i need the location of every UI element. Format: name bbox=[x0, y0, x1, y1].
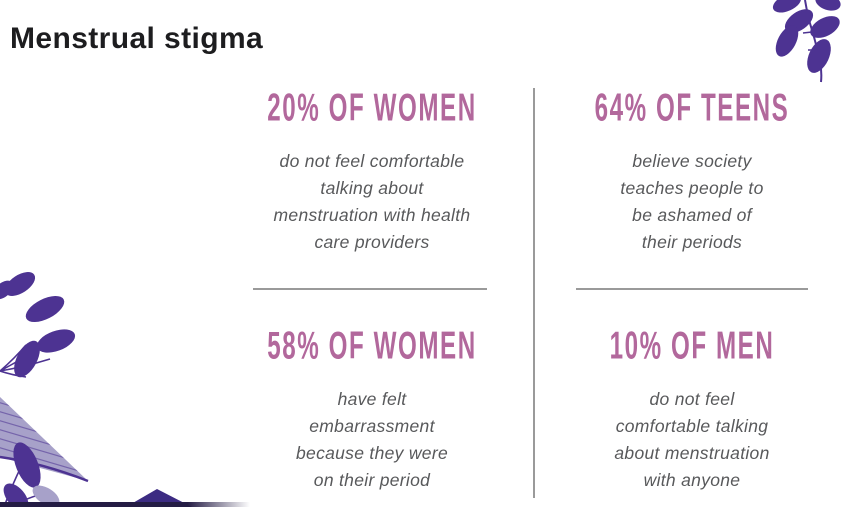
leaf-branch-top-right-icon bbox=[772, 0, 841, 83]
stat-card-teens-ashamed: 64% OF TEENS believe society teaches peo… bbox=[542, 86, 842, 256]
stat-description: do not feel comfortable talking about me… bbox=[273, 151, 471, 252]
stat-headline: 20% OF WOMEN bbox=[267, 86, 477, 130]
bottom-edge-strip bbox=[0, 502, 250, 507]
stat-card-women-embarrassment: 58% OF WOMEN have felt embarrassment bec… bbox=[222, 324, 522, 494]
leaf-cluster-bottom-left-icon bbox=[0, 272, 192, 507]
stat-headline: 64% OF TEENS bbox=[594, 86, 790, 130]
stat-headline: 10% OF MEN bbox=[609, 324, 775, 368]
stat-description: do not feel comfortable talking about me… bbox=[614, 389, 770, 490]
page-title: Menstrual stigma bbox=[10, 22, 264, 55]
stat-description: believe society teaches people to be ash… bbox=[620, 151, 764, 252]
horizontal-divider-left bbox=[253, 288, 487, 290]
stat-card-women-providers: 20% OF WOMEN do not feel comfortable tal… bbox=[222, 86, 522, 256]
stat-headline: 58% OF WOMEN bbox=[267, 324, 477, 368]
stat-card-men-anyone: 10% OF MEN do not feel comfortable talki… bbox=[542, 324, 842, 494]
vertical-divider bbox=[533, 88, 535, 498]
horizontal-divider-right bbox=[576, 288, 808, 290]
stat-description: have felt embarrassment because they wer… bbox=[296, 389, 448, 490]
